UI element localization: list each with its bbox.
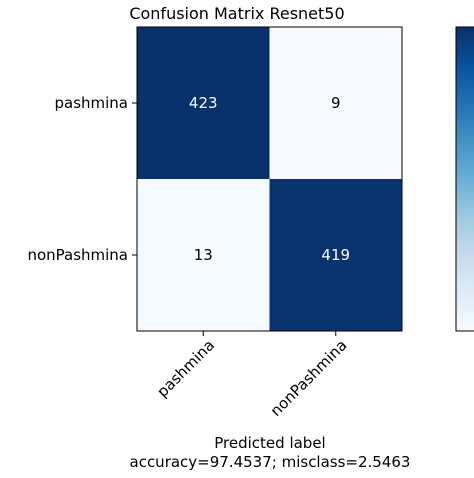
matrix-cell-r1-c0 bbox=[137, 179, 270, 331]
x-tick-label-0: pashmina bbox=[153, 336, 218, 401]
matrix-cell-r0-c1 bbox=[269, 27, 402, 179]
x-axis-label: Predicted label bbox=[214, 434, 325, 452]
matrix-cell-r1-c1 bbox=[269, 179, 402, 331]
matrix-value-labels: 423 9 13 419 bbox=[189, 94, 350, 264]
y-tick-label-1: nonPashmina bbox=[27, 246, 128, 264]
matrix-value-label-r1-c1: 419 bbox=[321, 246, 350, 264]
x-tick-label-1: nonPashmina bbox=[267, 336, 351, 420]
matrix-cells bbox=[137, 27, 402, 331]
matrix-value-label-r0-c1: 9 bbox=[331, 94, 341, 112]
y-tick-label-0: pashmina bbox=[54, 94, 128, 112]
colorbar bbox=[455, 26, 474, 332]
matrix-value-label-r0-c0: 423 bbox=[189, 94, 218, 112]
matrix-cell-r0-c0 bbox=[137, 27, 270, 179]
accuracy-note: accuracy=97.4537; misclass=2.5463 bbox=[130, 453, 411, 471]
plot-frame bbox=[136, 26, 403, 332]
chart-title: Confusion Matrix Resnet50 bbox=[129, 4, 344, 23]
matrix-value-label-r1-c0: 13 bbox=[194, 246, 213, 264]
